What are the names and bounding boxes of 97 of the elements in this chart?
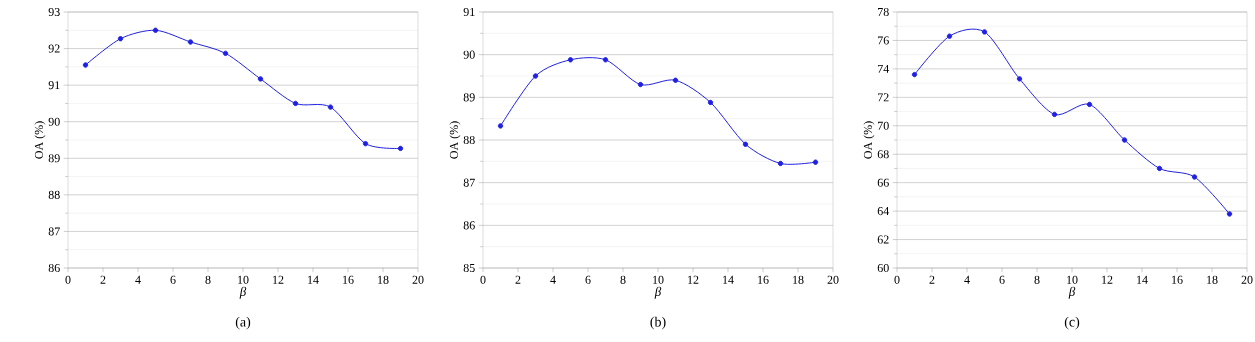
text: (a) [235, 316, 251, 330]
point [637, 81, 644, 88]
y-axis-title: OA (%) [449, 121, 461, 159]
y-tick-label: 85 [463, 263, 475, 273]
y-tick-label: 91 [463, 7, 475, 17]
x-tick-label: 8 [1034, 275, 1040, 284]
y-tick-label: 78 [878, 7, 889, 17]
x-tick-label: 14 [308, 275, 319, 284]
x-tick-label: 2 [929, 275, 935, 284]
x-tick-label: 8 [620, 275, 626, 284]
point [362, 140, 369, 147]
y-tick-label: 74 [878, 64, 890, 73]
y-tick-label: 72 [878, 93, 889, 102]
y-tick-label: 90 [463, 50, 475, 59]
point [222, 50, 229, 57]
point [497, 123, 504, 129]
x-tick-label: 6 [585, 275, 591, 284]
y-tick-label: 87 [48, 227, 60, 236]
x-tick-label: 20 [827, 275, 839, 284]
x-tick-label: 10 [1067, 275, 1078, 284]
x-tick-label: 0 [65, 275, 71, 284]
point [82, 62, 89, 68]
y-tick-label: 89 [48, 154, 60, 163]
x-tick-label: 6 [999, 275, 1005, 284]
y-tick-label: 86 [48, 263, 60, 273]
point [911, 71, 918, 78]
x-tick-label: 4 [964, 275, 970, 284]
x-tick-label: 12 [1102, 275, 1113, 284]
y-tick-label: 86 [463, 221, 475, 230]
point [602, 57, 609, 63]
x-tick-label: 8 [205, 275, 211, 284]
point [1191, 174, 1198, 180]
point [742, 141, 749, 147]
x-axis-title: β [1068, 286, 1076, 299]
y-tick-label: 88 [48, 190, 60, 199]
y-tick-label: 91 [48, 81, 60, 90]
point [532, 73, 539, 79]
x-axis-title: β [239, 286, 247, 299]
x-tick-label: 18 [1207, 275, 1218, 284]
x-tick-label: 10 [238, 275, 249, 284]
y-tick-label: 92 [48, 44, 60, 53]
x-tick-label: 2 [100, 275, 106, 284]
point [1086, 101, 1093, 108]
y-tick-label: 66 [877, 178, 889, 187]
point [777, 160, 784, 167]
y-tick-label: 60 [877, 263, 889, 273]
y-tick-label: 70 [878, 121, 889, 130]
text: (b) [650, 316, 666, 330]
x-tick-label: 18 [793, 275, 804, 284]
y-tick-label: 88 [463, 135, 475, 145]
x-tick-label: 16 [758, 275, 769, 284]
point [257, 76, 264, 82]
point [117, 36, 124, 42]
x-tick-label: 14 [1137, 275, 1148, 284]
point [327, 104, 334, 110]
point [1051, 111, 1058, 118]
y-tick-label: 93 [48, 7, 60, 17]
y-tick-label: 68 [877, 150, 889, 159]
x-tick-label: 0 [480, 275, 486, 284]
x-tick-label: 18 [378, 275, 389, 284]
y-tick-label: 76 [878, 36, 889, 45]
x-tick-label: 0 [894, 275, 900, 284]
point [292, 100, 299, 107]
point [1156, 165, 1163, 172]
point [672, 77, 679, 83]
x-tick-label: 14 [723, 275, 734, 284]
x-tick-label: 6 [170, 275, 176, 284]
y-axis-title: OA (%) [34, 121, 46, 159]
y-tick-label: 64 [877, 207, 890, 216]
point [1016, 76, 1023, 82]
text: (c) [1064, 316, 1080, 330]
x-axis-title: β [654, 286, 662, 299]
point [1226, 211, 1233, 217]
point [981, 29, 988, 35]
point [946, 33, 953, 39]
point [397, 145, 404, 152]
x-tick-label: 2 [515, 275, 521, 284]
x-tick-label: 20 [1241, 275, 1253, 284]
y-tick-label: 87 [463, 178, 475, 187]
x-tick-label: 20 [412, 275, 424, 284]
point [707, 99, 714, 106]
y-tick-label: 90 [48, 117, 60, 126]
point [152, 27, 159, 33]
x-tick-label: 4 [135, 275, 141, 284]
x-tick-label: 16 [343, 275, 354, 284]
y-axis-title: OA (%) [863, 121, 875, 159]
x-tick-label: 10 [653, 275, 664, 284]
point [812, 159, 819, 165]
y-tick-label: 89 [463, 93, 475, 102]
x-tick-label: 4 [550, 275, 556, 284]
point [1121, 137, 1128, 143]
x-tick-label: 12 [688, 275, 699, 284]
point [187, 39, 194, 45]
x-tick-label: 16 [1172, 275, 1183, 284]
x-tick-label: 12 [273, 275, 284, 284]
y-tick-label: 62 [877, 235, 889, 244]
point [567, 57, 574, 63]
